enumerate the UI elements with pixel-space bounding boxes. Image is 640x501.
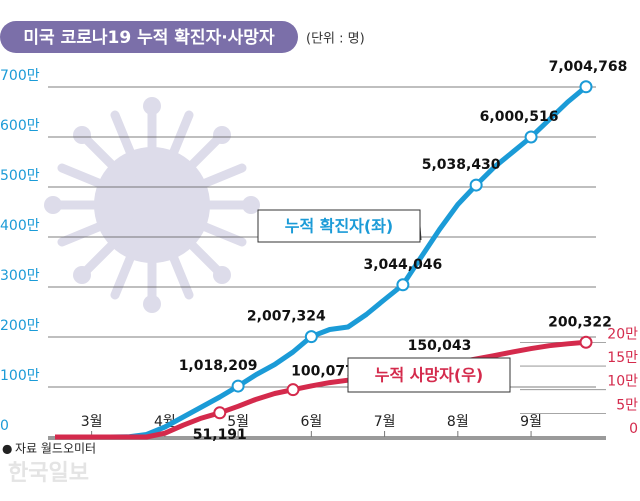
source: 자료 월드오미터 [15,442,96,456]
y2-tick-label: 15만 [607,350,638,366]
y-tick-label: 200만 [0,318,40,334]
virus-icon [44,97,260,313]
y-tick-label: 600만 [0,118,40,134]
y-tick-label: 0 [0,418,9,434]
point-marker [231,379,245,393]
x-axis [48,436,606,440]
source-bullet: ● [2,442,12,456]
x-tick-label: 7월 [374,414,396,430]
point-marker [304,330,318,344]
point-marker [213,406,227,420]
value-label: 3,044,046 [363,257,442,273]
x-tick-label: 9월 [520,414,542,430]
value-label: 2,007,324 [247,309,326,325]
y-tick-label: 300만 [0,268,40,284]
x-tick-label: 3월 [81,414,103,430]
callout-box [257,209,421,243]
point-marker [286,383,300,397]
watermark: 한국일보 [8,461,89,486]
y2-tick-label: 10만 [607,374,638,390]
unit-note: (단위 : 명) [306,32,365,47]
y-tick-label: 700만 [0,68,40,84]
value-label: 5,038,430 [422,157,501,173]
title-box [0,21,298,53]
x-tick-label: 6월 [300,414,322,430]
x-tick-label: 8월 [447,414,469,430]
x-tick-label: 5월 [227,414,249,430]
value-label: 51,191 [193,427,247,443]
value-label: 6,000,516 [480,109,559,125]
value-label: 1,018,209 [179,358,258,374]
value-label: 150,043 [408,338,472,354]
callout-box [347,357,511,393]
value-label: 100,077 [291,364,355,380]
legend-label: 누적 확진자(좌) [285,217,394,236]
series-line [55,339,587,440]
point-marker [396,278,410,292]
y2-tick-label: 0 [629,421,638,437]
point-marker [524,130,538,144]
y-tick-label: 400만 [0,218,40,234]
y-tick-label: 500만 [0,168,40,184]
value-label: 200,322 [548,314,612,330]
y2-tick-label: 5만 [616,397,638,413]
legend-label: 누적 사망자(우) [375,366,484,385]
y2-tick-label: 20만 [607,326,638,342]
y-tick-label: 100만 [0,368,40,384]
chart-title: 미국 코로나19 누적 확진자·사망자 [23,28,275,48]
point-marker [579,335,593,349]
point-marker [579,80,593,94]
point-marker [469,178,483,192]
value-label: 7,004,768 [549,59,628,75]
